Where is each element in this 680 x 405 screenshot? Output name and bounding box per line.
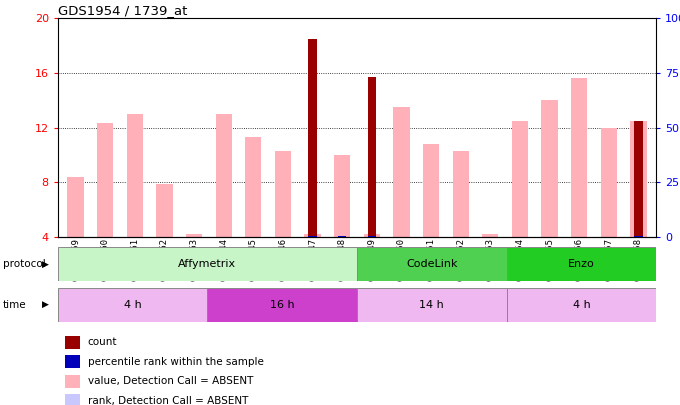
Text: 4 h: 4 h: [573, 300, 590, 310]
Bar: [58, 288, 207, 322]
Bar: [452, 151, 469, 237]
Bar: [305, 234, 321, 237]
Bar: [482, 234, 498, 237]
Bar: [58, 247, 357, 281]
Bar: [634, 121, 643, 237]
Bar: [309, 39, 317, 237]
Bar: [507, 247, 656, 281]
Bar: [67, 177, 84, 237]
Bar: [156, 183, 173, 237]
Bar: [275, 151, 291, 237]
Bar: [571, 78, 588, 237]
Text: CodeLink: CodeLink: [406, 259, 458, 269]
Bar: [357, 247, 507, 281]
Text: ▶: ▶: [42, 300, 49, 309]
Bar: [334, 155, 350, 237]
Bar: [600, 128, 617, 237]
Bar: [364, 234, 380, 237]
Text: value, Detection Call = ABSENT: value, Detection Call = ABSENT: [88, 376, 253, 386]
Bar: [126, 114, 143, 237]
Bar: [357, 288, 507, 322]
Bar: [541, 100, 558, 237]
Text: 14 h: 14 h: [420, 300, 444, 310]
Bar: [368, 236, 376, 237]
Bar: [216, 114, 232, 237]
Text: Affymetrix: Affymetrix: [178, 259, 237, 269]
Bar: [393, 107, 409, 237]
Text: Enzo: Enzo: [568, 259, 595, 269]
Bar: [245, 137, 262, 237]
Text: protocol: protocol: [3, 259, 46, 269]
Text: 4 h: 4 h: [124, 300, 141, 310]
Text: GDS1954 / 1739_at: GDS1954 / 1739_at: [58, 4, 187, 17]
Text: time: time: [3, 300, 27, 310]
Bar: [512, 121, 528, 237]
Bar: [630, 121, 647, 237]
Bar: [423, 144, 439, 237]
Bar: [97, 124, 114, 237]
Bar: [507, 288, 656, 322]
Text: 16 h: 16 h: [270, 300, 294, 310]
Bar: [338, 236, 346, 237]
Bar: [368, 77, 376, 237]
Text: ▶: ▶: [42, 260, 49, 269]
Bar: [186, 234, 202, 237]
Text: rank, Detection Call = ABSENT: rank, Detection Call = ABSENT: [88, 396, 248, 405]
Text: count: count: [88, 337, 117, 347]
Bar: [634, 236, 643, 237]
Bar: [309, 236, 317, 237]
Text: percentile rank within the sample: percentile rank within the sample: [88, 357, 264, 367]
Bar: [207, 288, 357, 322]
